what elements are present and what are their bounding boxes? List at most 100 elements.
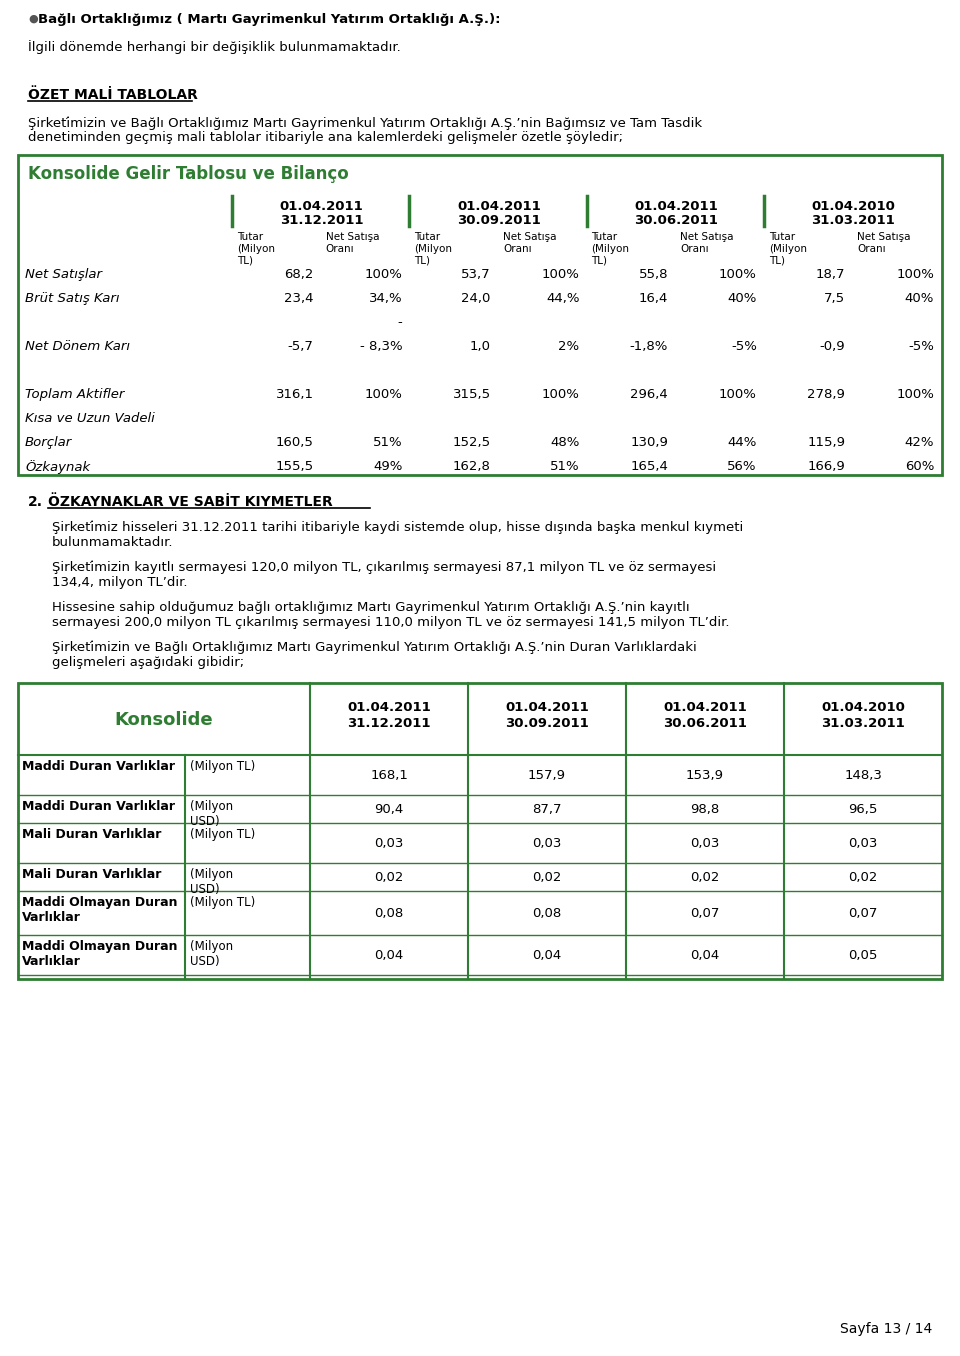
Text: 0,07: 0,07 [690,907,720,919]
Text: 100%: 100% [896,388,934,401]
Text: Toplam Aktifler: Toplam Aktifler [25,388,125,401]
Text: 315,5: 315,5 [453,388,491,401]
Text: Tutar
(Milyon
TL): Tutar (Milyon TL) [769,232,806,266]
Text: 01.04.2010: 01.04.2010 [811,199,896,213]
Text: Sayfa 13 / 14: Sayfa 13 / 14 [840,1322,932,1336]
Text: Mali Duran Varlıklar: Mali Duran Varlıklar [22,829,161,841]
Text: 60%: 60% [904,460,934,473]
Text: 30.09.2011: 30.09.2011 [505,717,588,730]
Text: 166,9: 166,9 [807,460,846,473]
Text: 01.04.2011: 01.04.2011 [505,701,588,715]
Text: 157,9: 157,9 [528,769,566,782]
Text: 18,7: 18,7 [816,268,846,281]
Text: -1,8%: -1,8% [630,340,668,353]
Text: 7,5: 7,5 [825,292,846,305]
Text: 44,%: 44,% [546,292,580,305]
Text: Tutar
(Milyon
TL): Tutar (Milyon TL) [415,232,452,266]
Text: Net Satışa
Oranı: Net Satışa Oranı [325,232,379,254]
Text: 48%: 48% [550,437,580,449]
Text: 0,04: 0,04 [533,949,562,961]
Text: 115,9: 115,9 [807,437,846,449]
Text: 100%: 100% [719,268,756,281]
Text: 96,5: 96,5 [849,803,877,816]
Text: 160,5: 160,5 [276,437,314,449]
Text: 100%: 100% [365,388,402,401]
Text: 42%: 42% [904,437,934,449]
Text: Bağlı Ortaklığımız ( Martı Gayrimenkul Yatırım Ortaklığı A.Ş.):: Bağlı Ortaklığımız ( Martı Gayrimenkul Y… [38,14,500,26]
Text: 168,1: 168,1 [370,769,408,782]
Text: 30.06.2011: 30.06.2011 [635,214,718,226]
Text: 0,05: 0,05 [849,949,877,961]
Text: gelişmeleri aşağıdaki gibidir;: gelişmeleri aşağıdaki gibidir; [52,656,244,669]
Text: 56%: 56% [728,460,756,473]
Text: 153,9: 153,9 [686,769,724,782]
Text: Kısa ve Uzun Vadeli: Kısa ve Uzun Vadeli [25,412,155,424]
Text: 1,0: 1,0 [469,340,491,353]
Text: 51%: 51% [550,460,580,473]
Text: 44%: 44% [728,437,756,449]
Text: 0,04: 0,04 [374,949,403,961]
Text: 100%: 100% [365,268,402,281]
Text: 162,8: 162,8 [453,460,491,473]
Text: 100%: 100% [719,388,756,401]
Text: ÖZKAYNAKLAR VE SABİT KIYMETLER: ÖZKAYNAKLAR VE SABİT KIYMETLER [48,495,333,508]
Text: (Milyon
USD): (Milyon USD) [190,800,233,829]
Text: Hissesine sahip olduğumuz bağlı ortaklığımız Martı Gayrimenkul Yatırım Ortaklığı: Hissesine sahip olduğumuz bağlı ortaklığ… [52,601,689,614]
Text: (Milyon
USD): (Milyon USD) [190,940,233,968]
Text: Brüt Satış Karı: Brüt Satış Karı [25,292,119,305]
Text: 100%: 100% [541,388,580,401]
Text: 0,02: 0,02 [374,871,404,884]
Text: 01.04.2011: 01.04.2011 [279,199,364,213]
Text: 01.04.2011: 01.04.2011 [348,701,431,715]
Text: 40%: 40% [728,292,756,305]
Text: 31.12.2011: 31.12.2011 [348,717,431,730]
Text: -5,7: -5,7 [288,340,314,353]
Text: Net Dönem Karı: Net Dönem Karı [25,340,130,353]
Text: 31.03.2011: 31.03.2011 [821,717,905,730]
Text: 278,9: 278,9 [807,388,846,401]
Text: 0,03: 0,03 [690,837,720,850]
Text: -0,9: -0,9 [820,340,846,353]
Text: 01.04.2011: 01.04.2011 [635,199,718,213]
Text: 0,08: 0,08 [533,907,562,919]
Text: 68,2: 68,2 [284,268,314,281]
Text: Mali Duran Varlıklar: Mali Duran Varlıklar [22,868,161,881]
Text: 0,08: 0,08 [374,907,403,919]
Text: 31.03.2011: 31.03.2011 [811,214,896,226]
Text: Şirketímizin ve Bağlı Ortaklığımız Martı Gayrimenkul Yatırım Ortaklığı A.Ş.’nin: Şirketímizin ve Bağlı Ortaklığımız Mart… [52,641,697,655]
Text: (Milyon
USD): (Milyon USD) [190,868,233,896]
Text: 01.04.2011: 01.04.2011 [663,701,747,715]
Text: 49%: 49% [372,460,402,473]
Text: ●: ● [28,14,37,24]
Text: 98,8: 98,8 [690,803,720,816]
Text: 0,03: 0,03 [374,837,404,850]
Text: 30.09.2011: 30.09.2011 [457,214,540,226]
Text: 100%: 100% [541,268,580,281]
Text: 165,4: 165,4 [631,460,668,473]
Text: 155,5: 155,5 [276,460,314,473]
Text: 0,07: 0,07 [849,907,877,919]
Text: Tutar
(Milyon
TL): Tutar (Milyon TL) [591,232,630,266]
Text: 152,5: 152,5 [453,437,491,449]
Text: (Milyon TL): (Milyon TL) [190,829,255,841]
Text: Şirketímiz hisseleri 31.12.2011 tarihi itibariyle kaydi sistemde olup, hisse dı: Şirketímiz hisseleri 31.12.2011 tarihi … [52,521,743,534]
Text: bulunmamaktadır.: bulunmamaktadır. [52,536,174,549]
Text: ÖZET MALİ TABLOLAR: ÖZET MALİ TABLOLAR [28,88,198,102]
Text: sermayesi 200,0 milyon TL çıkarılmış sermayesi 110,0 milyon TL ve öz sermayesi 1: sermayesi 200,0 milyon TL çıkarılmış ser… [52,616,730,629]
Text: 87,7: 87,7 [532,803,562,816]
Text: -: - [397,316,402,330]
Text: 53,7: 53,7 [461,268,491,281]
Text: 0,03: 0,03 [532,837,562,850]
Text: 0,03: 0,03 [849,837,877,850]
Text: 316,1: 316,1 [276,388,314,401]
Text: 40%: 40% [904,292,934,305]
Text: 0,02: 0,02 [532,871,562,884]
Text: Konsolide Gelir Tablosu ve Bilanço: Konsolide Gelir Tablosu ve Bilanço [28,165,348,183]
Text: Borçlar: Borçlar [25,437,72,449]
Text: 130,9: 130,9 [631,437,668,449]
Text: 31.12.2011: 31.12.2011 [280,214,364,226]
Text: Maddi Olmayan Duran
Varlıklar: Maddi Olmayan Duran Varlıklar [22,896,178,923]
Text: 16,4: 16,4 [638,292,668,305]
Text: 51%: 51% [372,437,402,449]
Text: Maddi Duran Varlıklar: Maddi Duran Varlıklar [22,759,175,773]
